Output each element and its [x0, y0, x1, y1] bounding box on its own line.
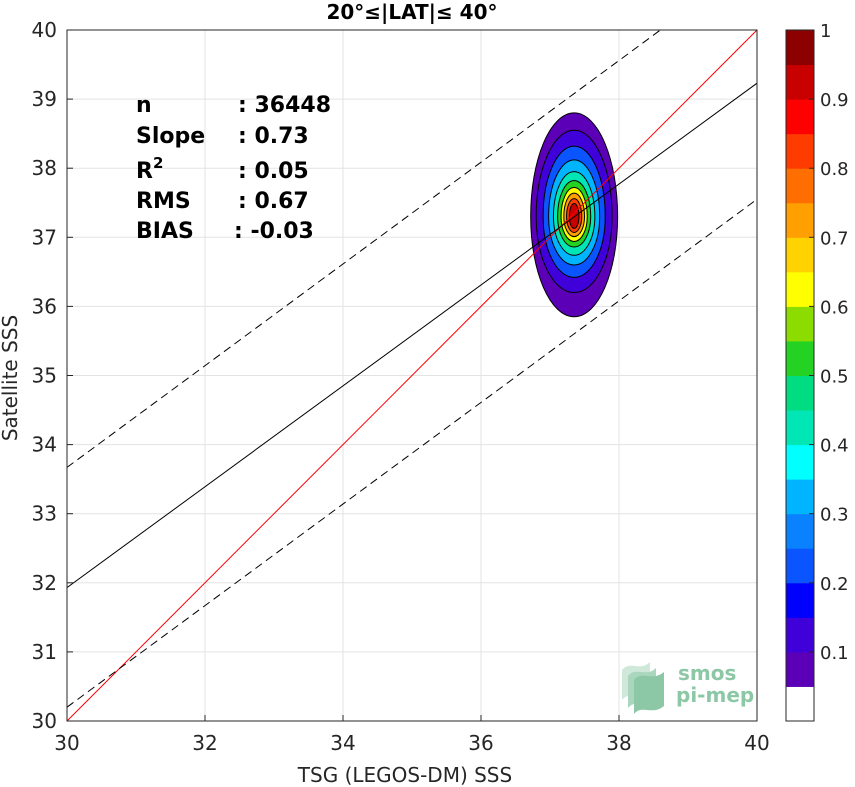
y-tick-label: 36 — [32, 294, 57, 318]
colorbar-segment — [786, 306, 814, 342]
density-contours — [530, 112, 619, 318]
colorbar-segment — [786, 513, 814, 549]
x-tick-label: 38 — [606, 731, 631, 755]
colorbar-segment — [786, 271, 814, 307]
logo-wave-icon — [622, 662, 664, 714]
y-tick-label: 34 — [32, 433, 57, 457]
colorbar: 0.1 0.2 0.3 0.4 0.5 0.6 0.7 0.8 0.9 1 — [785, 21, 849, 722]
stat-value: : 0.67 — [238, 189, 309, 214]
x-tick-labels: 30 32 34 36 38 40 — [54, 715, 770, 755]
y-tick-label: 38 — [32, 156, 57, 180]
stat-label: n — [136, 93, 152, 118]
colorbar-tick-label: 0.2 — [820, 574, 849, 595]
colorbar-segment — [786, 99, 814, 135]
y-tick-label: 35 — [32, 364, 57, 388]
logo-smos-text: smos — [678, 661, 736, 685]
colorbar-segment — [786, 168, 814, 204]
colorbar-segment — [786, 30, 814, 66]
colorbar-tick-label: 0.7 — [820, 228, 849, 249]
colorbar-tick-label: 0.8 — [820, 159, 849, 180]
colorbar-segment — [786, 64, 814, 100]
stat-value: : 36448 — [238, 93, 331, 118]
y-tick-label: 32 — [32, 571, 57, 595]
stat-label: RMS — [136, 189, 191, 214]
logo-pimep-text: pi-mep — [676, 683, 754, 707]
colorbar-segment — [786, 133, 814, 169]
stat-label: BIAS — [136, 219, 194, 244]
colorbar-segment — [786, 548, 814, 584]
stat-label: Slope — [136, 124, 205, 149]
stat-value: : 0.05 — [238, 159, 309, 184]
x-tick-label: 32 — [192, 731, 217, 755]
x-tick-label: 34 — [330, 731, 355, 755]
regression-lines — [67, 30, 757, 721]
y-tick-labels: 30 31 32 33 34 35 36 37 38 39 40 — [32, 18, 73, 733]
density-contour-0.95 — [568, 202, 580, 229]
y-axis-label: Satellite SSS — [0, 315, 22, 441]
colorbar-segment — [786, 651, 814, 687]
colorbar-tick-label: 1 — [820, 21, 831, 42]
stat-value: : -0.03 — [234, 219, 314, 244]
colorbar-segment — [786, 340, 814, 376]
y-tick-label: 39 — [32, 87, 57, 111]
x-tick-label: 30 — [54, 731, 79, 755]
lower-bound-line — [67, 198, 757, 708]
stats-box: n : 36448 Slope : 0.73 R2 : 0.05 RMS : 0.67 BIAS… — [136, 93, 331, 244]
colorbar-segment — [786, 375, 814, 411]
colorbar-segment — [786, 410, 814, 446]
y-tick-label: 33 — [32, 502, 57, 526]
fit-line — [67, 82, 757, 589]
colorbar-segment — [786, 686, 814, 722]
colorbar-segment — [786, 202, 814, 238]
stat-label: R2 — [136, 154, 163, 184]
x-tick-label: 36 — [468, 731, 493, 755]
x-tick-label: 40 — [744, 731, 769, 755]
colorbar-segment — [786, 479, 814, 515]
colorbar-tick-label: 0.1 — [820, 643, 849, 664]
upper-bound-line — [67, 30, 661, 468]
colorbar-segment — [786, 444, 814, 480]
colorbar-segment — [786, 237, 814, 273]
smos-pimep-logo: smos pi-mep — [622, 661, 754, 714]
colorbar-tick-label: 0.4 — [820, 436, 849, 457]
stat-value: : 0.73 — [238, 124, 309, 149]
colorbar-segment — [786, 617, 814, 653]
colorbar-tick-label: 0.3 — [820, 505, 849, 526]
x-axis-label: TSG (LEGOS-DM) SSS — [297, 763, 512, 787]
y-tick-label: 30 — [32, 709, 57, 733]
colorbar-tick-label: 0.5 — [820, 367, 849, 388]
colorbar-tick-label: 0.9 — [820, 90, 849, 111]
colorbar-tick-label: 0.6 — [820, 297, 849, 318]
chart-title: 20°≤|LAT|≤ 40° — [326, 0, 497, 24]
y-tick-label: 37 — [32, 225, 57, 249]
identity-line — [67, 30, 757, 721]
colorbar-segment — [786, 582, 814, 618]
y-tick-label: 31 — [32, 640, 57, 664]
y-tick-label: 40 — [32, 18, 57, 42]
